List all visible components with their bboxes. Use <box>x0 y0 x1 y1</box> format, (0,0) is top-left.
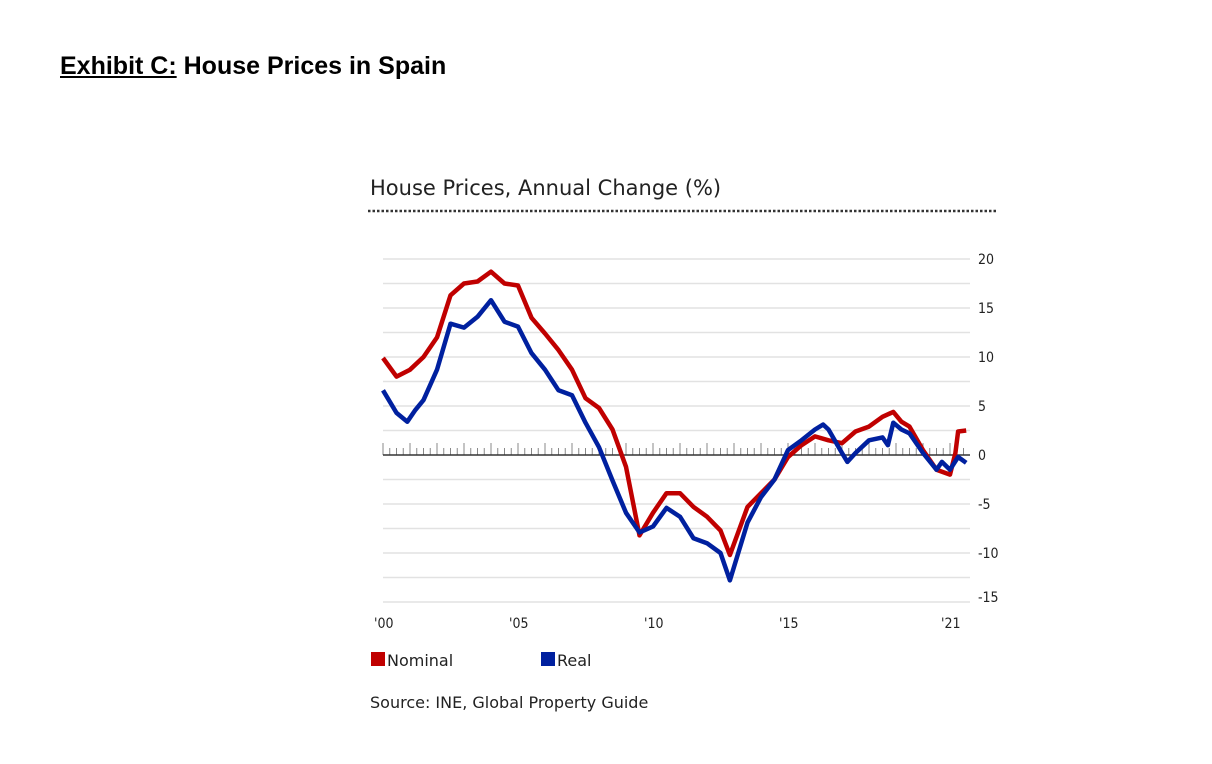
chart-title: House Prices, Annual Change (%) <box>370 176 721 200</box>
zero-axis <box>382 443 970 456</box>
y-tick-label: -10 <box>978 546 999 562</box>
legend-label-real: Real <box>557 651 592 670</box>
x-tick-label: '10 <box>644 616 663 632</box>
gridlines <box>383 258 970 603</box>
x-axis-labels: '00 '05 '10 '15 '21 <box>374 616 960 632</box>
exhibit-title: House Prices in Spain <box>183 52 447 80</box>
y-axis-labels: 20 15 10 5 0 -5 -10 -15 <box>978 252 999 606</box>
y-tick-label: 5 <box>978 399 986 415</box>
x-tick-label: '15 <box>779 616 798 632</box>
exhibit-label: Exhibit C: <box>60 52 177 80</box>
series-lines <box>381 269 968 583</box>
y-tick-label: 20 <box>978 252 994 268</box>
legend-swatch-nominal <box>371 652 385 666</box>
exhibit-heading: Exhibit C: House Prices in Spain <box>60 52 446 81</box>
series-line-real <box>381 297 968 583</box>
y-tick-label: 15 <box>978 301 994 317</box>
series-line-nominal <box>381 269 967 558</box>
legend-swatch-real <box>541 652 555 666</box>
y-tick-label: -5 <box>978 497 991 513</box>
y-tick-label: 10 <box>978 350 994 366</box>
legend-label-nominal: Nominal <box>387 651 453 670</box>
y-tick-label: 0 <box>978 448 986 464</box>
x-tick-label: '21 <box>941 616 960 632</box>
chart-source: Source: INE, Global Property Guide <box>370 693 648 712</box>
x-tick-label: '05 <box>509 616 528 632</box>
y-tick-label: -15 <box>978 590 999 606</box>
x-tick-label: '00 <box>374 616 393 632</box>
